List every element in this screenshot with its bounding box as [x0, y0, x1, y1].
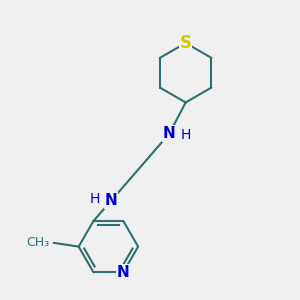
Text: N: N — [117, 265, 130, 280]
Text: H: H — [90, 192, 100, 206]
Text: CH₃: CH₃ — [26, 236, 49, 249]
Text: S: S — [180, 34, 192, 52]
Text: N: N — [163, 126, 176, 141]
Text: N: N — [105, 193, 118, 208]
Text: H: H — [181, 128, 191, 142]
